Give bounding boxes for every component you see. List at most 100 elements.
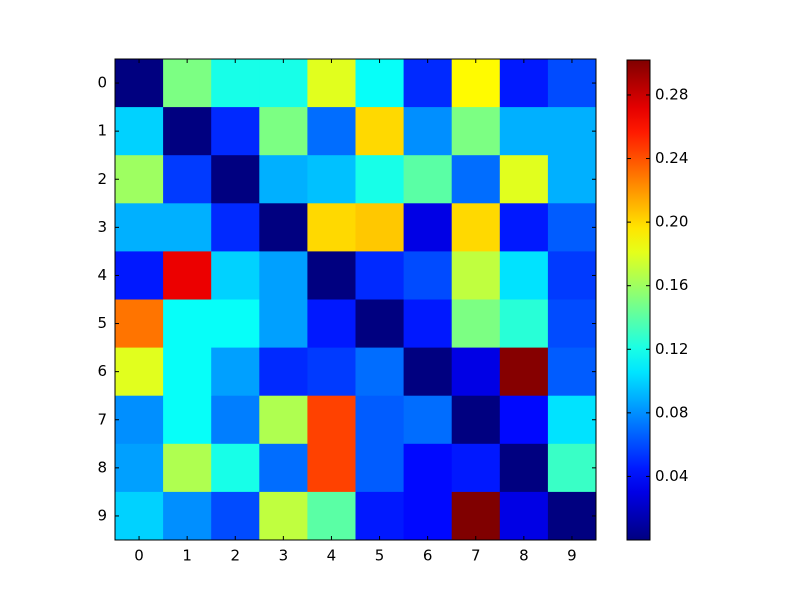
heatmap-cell — [211, 251, 260, 300]
heatmap-cell — [451, 443, 501, 493]
heatmap-cell — [355, 443, 405, 493]
heatmap-cell — [307, 203, 356, 252]
y-tick-label: 9 — [97, 506, 107, 524]
x-tick-label: 4 — [327, 547, 337, 565]
plot-frame — [114, 58, 597, 541]
colorbar-tick-label: 0.20 — [655, 213, 688, 231]
heatmap-cell — [259, 491, 308, 541]
colorbar-tick-label: 0.12 — [655, 340, 688, 358]
heatmap-cell — [259, 443, 308, 493]
heatmap-cell — [307, 491, 356, 541]
heatmap-cell — [163, 347, 212, 397]
y-tick-label: 0 — [97, 74, 107, 92]
heatmap-cell — [163, 443, 212, 493]
heatmap-cell — [211, 59, 260, 108]
heatmap-cell — [259, 155, 308, 204]
heatmap-cell — [355, 59, 405, 108]
x-tick-label: 1 — [182, 547, 192, 565]
heatmap-cell — [355, 155, 405, 204]
heatmap-cell — [115, 251, 164, 300]
heatmap-cell — [499, 395, 549, 445]
heatmap-cell — [211, 203, 260, 252]
heatmap-cell — [547, 491, 597, 541]
heatmap-cell — [259, 395, 308, 445]
x-tick-label: 8 — [519, 547, 529, 565]
heatmap-cell — [259, 59, 308, 108]
heatmap-cell — [403, 299, 453, 349]
heatmap-cell — [307, 59, 356, 108]
x-tick-label: 7 — [471, 547, 481, 565]
heatmap-cell — [355, 107, 405, 156]
heatmap-cell — [115, 491, 164, 541]
heatmap-cell — [499, 443, 549, 493]
x-tick-label: 3 — [279, 547, 289, 565]
heatmap-cell — [211, 299, 260, 349]
heatmap-cell — [307, 347, 356, 397]
heatmap-cell — [211, 155, 260, 204]
heatmap-cell — [355, 299, 405, 349]
heatmap-cell — [499, 491, 549, 541]
heatmap-cell — [307, 443, 356, 493]
heatmap-cell — [403, 107, 453, 156]
heatmap-cell — [499, 347, 549, 397]
heatmap-cell — [355, 203, 405, 252]
heatmap-cell — [259, 299, 308, 349]
heatmap-cell — [163, 59, 212, 108]
heatmap-cell — [259, 347, 308, 397]
heatmap-cell — [163, 251, 212, 300]
heatmap-cell — [163, 203, 212, 252]
heatmap-cell — [499, 251, 549, 300]
heatmap-cell — [163, 155, 212, 204]
heatmap-cell — [547, 443, 597, 493]
heatmap-cell — [211, 107, 260, 156]
heatmap-cell — [451, 155, 501, 204]
heatmap-cell — [403, 155, 453, 204]
heatmap-cell — [115, 155, 164, 204]
heatmap-cell — [547, 59, 597, 108]
heatmap-cell — [451, 491, 501, 541]
heatmap-cell — [163, 107, 212, 156]
heatmap-cell — [115, 203, 164, 252]
heatmap-cell — [211, 347, 260, 397]
heatmap-cell — [163, 395, 212, 445]
heatmap-cell — [307, 299, 356, 349]
colorbar-tick-label: 0.08 — [655, 403, 688, 421]
heatmap-cell — [403, 203, 453, 252]
colorbar-tick-label: 0.04 — [655, 467, 688, 485]
heatmap-cell — [499, 107, 549, 156]
colorbar-tick-label: 0.24 — [655, 149, 688, 167]
heatmap-cell — [547, 347, 597, 397]
heatmap-cell — [547, 203, 597, 252]
x-tick-label: 2 — [230, 547, 240, 565]
heatmap-cell — [403, 251, 453, 300]
y-tick-label: 6 — [97, 362, 107, 380]
y-tick-label: 1 — [97, 122, 107, 140]
heatmap-cell — [451, 395, 501, 445]
heatmap-cell — [307, 395, 356, 445]
heatmap-cell — [403, 347, 453, 397]
heatmap-cell — [307, 107, 356, 156]
heatmap-cell — [115, 59, 164, 108]
heatmap-cell — [115, 107, 164, 156]
heatmap-cell — [403, 443, 453, 493]
heatmap-cell — [403, 491, 453, 541]
heatmap-cell — [163, 491, 212, 541]
x-tick-label: 0 — [134, 547, 144, 565]
y-tick-label: 7 — [97, 410, 107, 428]
y-tick-label: 8 — [97, 458, 107, 476]
y-tick-label: 4 — [97, 266, 107, 284]
heatmap-cell — [355, 491, 405, 541]
heatmap-cell — [211, 443, 260, 493]
heatmap-cell — [259, 107, 308, 156]
heatmap-cell — [307, 251, 356, 300]
x-tick-label: 5 — [375, 547, 385, 565]
colorbar — [626, 59, 651, 541]
heatmap-cell — [259, 251, 308, 300]
heatmap-cell — [355, 395, 405, 445]
colorbar-tick-label: 0.28 — [655, 85, 688, 103]
heatmap-cell — [451, 107, 501, 156]
heatmap-cell — [163, 299, 212, 349]
heatmap-cell — [403, 59, 453, 108]
x-tick-label: 6 — [423, 547, 433, 565]
